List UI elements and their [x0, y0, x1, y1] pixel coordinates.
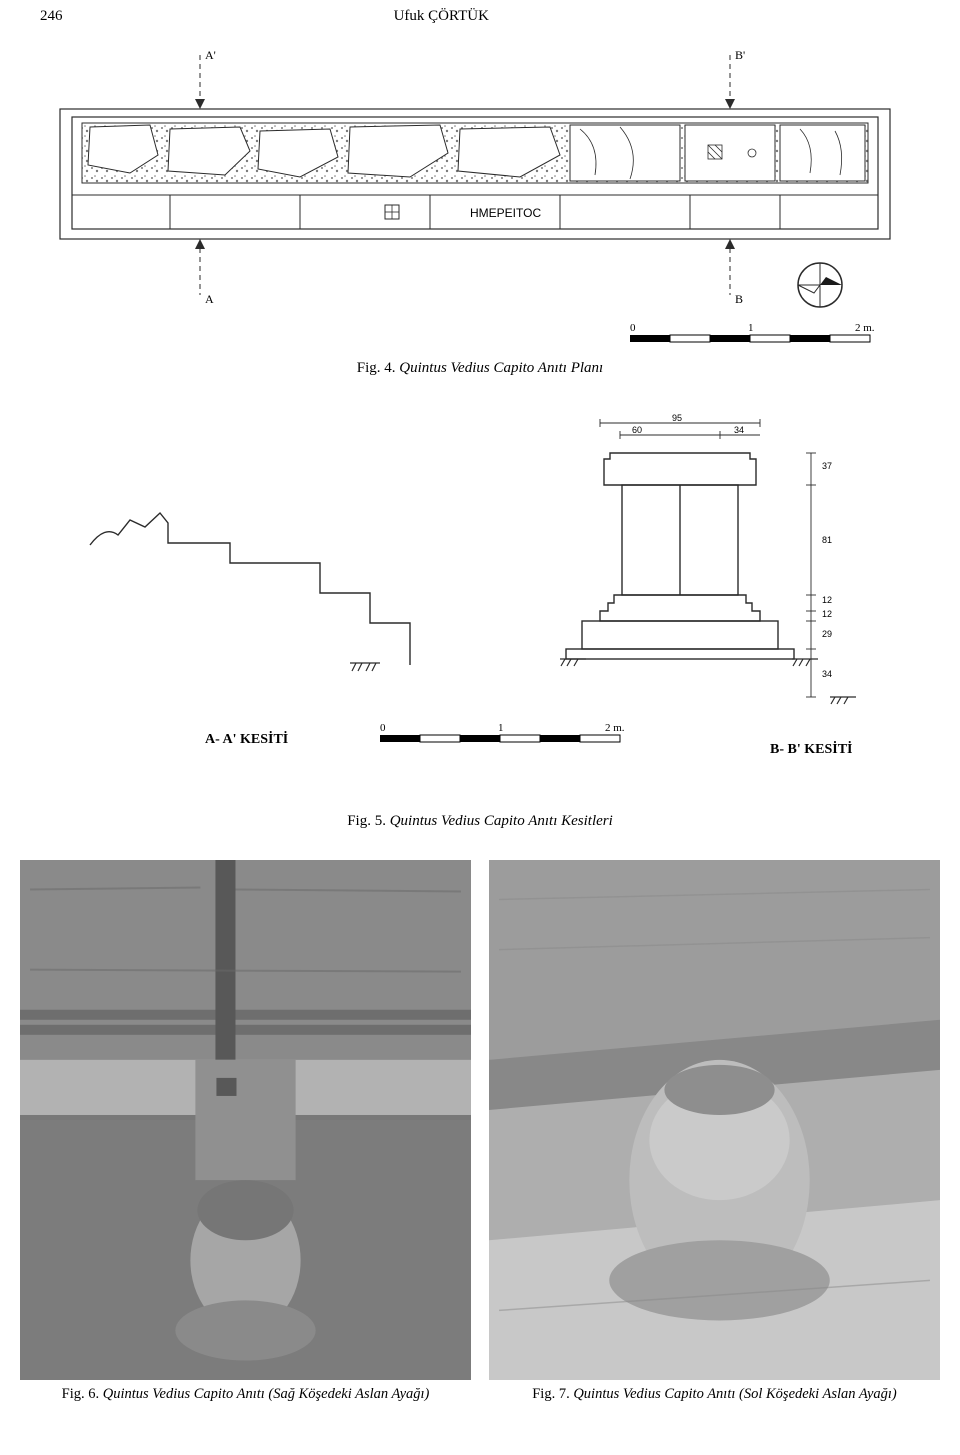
- figure-4: A' A B' B: [0, 45, 960, 377]
- svg-text:0: 0: [380, 722, 386, 734]
- photo-7: [489, 860, 940, 1380]
- svg-text:12: 12: [822, 595, 832, 605]
- author-name: Ufuk ÇÖRTÜK: [3, 8, 881, 25]
- svg-text:95: 95: [672, 413, 682, 423]
- section-b-label: B- B' KESİTİ: [770, 740, 852, 757]
- fig7-label: Fig. 7.: [532, 1386, 569, 1402]
- photos-row: Fig. 6. Quintus Vedius Capito Anıtı (Sağ…: [20, 860, 940, 1403]
- svg-text:34: 34: [734, 425, 744, 435]
- svg-text:81: 81: [822, 535, 832, 545]
- fig6-title: Quintus Vedius Capito Anıtı (Sağ Köşedek…: [103, 1386, 430, 1402]
- svg-text:34: 34: [822, 669, 832, 679]
- fig7-title: Quintus Vedius Capito Anıtı (Sol Köşedek…: [573, 1386, 896, 1402]
- figure-7: Fig. 7. Quintus Vedius Capito Anıtı (Sol…: [489, 860, 940, 1403]
- scale-bar-sections: 0 1 2 m.: [380, 722, 625, 742]
- svg-text:2 m.: 2 m.: [605, 722, 625, 734]
- fig4-title: Quintus Vedius Capito Anıtı Planı: [399, 360, 603, 376]
- marker-a: A: [205, 292, 214, 306]
- section-a-label: A- A' KESİTİ: [205, 730, 288, 747]
- figure-6: Fig. 6. Quintus Vedius Capito Anıtı (Sağ…: [20, 860, 471, 1403]
- svg-text:29: 29: [822, 629, 832, 639]
- svg-text:1: 1: [498, 722, 504, 734]
- north-arrow-icon: [798, 263, 842, 307]
- photo-6: [20, 860, 471, 1380]
- svg-text:2 m.: 2 m.: [855, 322, 875, 334]
- plan-drawing: A' A B' B: [40, 45, 920, 350]
- fig4-label: Fig. 4.: [357, 360, 396, 376]
- svg-text:1: 1: [748, 322, 754, 334]
- figure-5: 95 60 34 37 81 12 12 29 34 A- A' KESİTİ …: [0, 405, 960, 830]
- svg-text:0: 0: [630, 322, 636, 334]
- plan-inscription: HMEPEITOC: [470, 206, 541, 220]
- marker-b: B: [735, 292, 743, 306]
- svg-text:12: 12: [822, 609, 832, 619]
- scale-bar: 0 1 2 m.: [630, 322, 875, 342]
- fig5-label: Fig. 5.: [347, 813, 386, 829]
- marker-a-prime: A': [205, 48, 216, 62]
- marker-b-prime: B': [735, 48, 745, 62]
- svg-text:60: 60: [632, 425, 642, 435]
- svg-text:37: 37: [822, 461, 832, 471]
- fig6-label: Fig. 6.: [62, 1386, 99, 1402]
- page-header: 246 Ufuk ÇÖRTÜK: [0, 0, 960, 25]
- sections-drawing: 95 60 34 37 81 12 12 29 34 A- A' KESİTİ …: [40, 405, 920, 805]
- fig5-title: Quintus Vedius Capito Anıtı Kesitleri: [390, 813, 613, 829]
